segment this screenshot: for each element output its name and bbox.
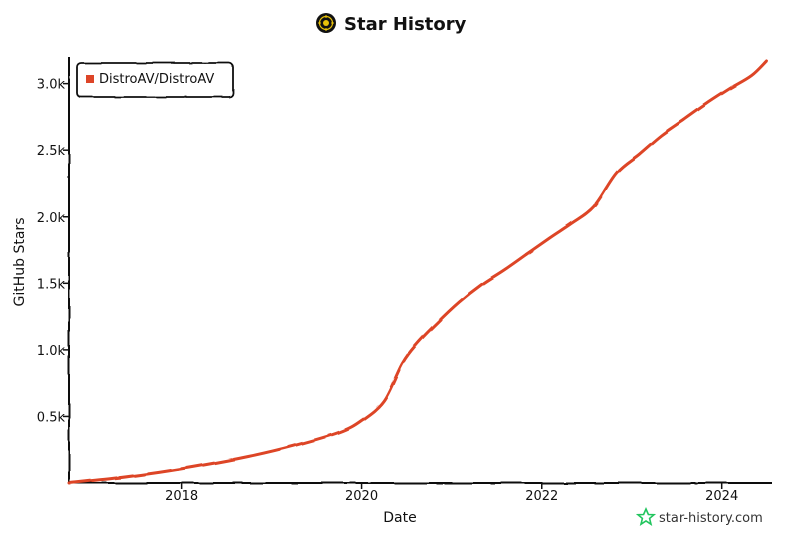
x-ticks: 2018 2020 2022 2024 — [165, 483, 738, 504]
y-tick-label: 2.0k — [37, 211, 66, 226]
series-layer — [67, 59, 768, 485]
y-tick-label: 1.0k — [37, 344, 66, 359]
x-tick-label: 2024 — [705, 489, 738, 504]
y-tick-label: 0.5k — [37, 410, 66, 425]
chart-title: Star History — [316, 13, 467, 35]
legend: DistroAV/DistroAV — [76, 62, 234, 98]
y-tick-label: 3.0k — [37, 78, 66, 93]
legend-swatch — [86, 75, 94, 83]
y-tick-label: 1.5k — [37, 277, 66, 292]
watermark: star-history.com — [635, 506, 763, 526]
chart-title-text: Star History — [344, 14, 467, 35]
y-tick-label: 2.5k — [37, 144, 66, 159]
watermark-text: star-history.com — [659, 511, 763, 526]
legend-box — [76, 62, 234, 98]
y-axis-label: GitHub Stars — [12, 218, 28, 307]
star-outline-icon — [635, 506, 657, 526]
x-tick-label: 2020 — [345, 489, 378, 504]
x-tick-label: 2022 — [525, 489, 558, 504]
axes — [68, 57, 772, 484]
legend-label: DistroAV/DistroAV — [99, 72, 214, 87]
x-tick-label: 2018 — [165, 489, 198, 504]
x-axis-label: Date — [383, 510, 416, 526]
y-ticks: 0.5k 1.0k 1.5k 2.0k 2.5k 3.0k — [37, 78, 69, 425]
star-history-logo-icon — [316, 13, 336, 33]
series-line — [67, 59, 768, 485]
